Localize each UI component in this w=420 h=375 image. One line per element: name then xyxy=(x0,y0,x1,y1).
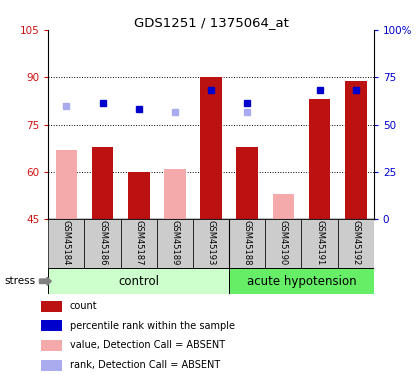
Bar xyxy=(41,320,62,331)
Bar xyxy=(229,268,374,294)
Bar xyxy=(193,219,229,268)
Bar xyxy=(236,147,258,219)
Bar xyxy=(338,219,374,268)
Bar xyxy=(41,340,62,351)
Bar xyxy=(41,301,62,312)
Bar xyxy=(128,172,150,219)
Text: stress: stress xyxy=(4,276,35,286)
Text: GSM45188: GSM45188 xyxy=(243,220,252,266)
Bar xyxy=(48,219,84,268)
Text: percentile rank within the sample: percentile rank within the sample xyxy=(69,321,234,331)
Text: acute hypotension: acute hypotension xyxy=(247,275,356,288)
Text: GSM45193: GSM45193 xyxy=(207,220,215,266)
Bar xyxy=(48,268,229,294)
Bar xyxy=(200,77,222,219)
Bar xyxy=(265,219,302,268)
Bar xyxy=(309,99,331,219)
Bar xyxy=(55,150,77,219)
Bar xyxy=(84,219,121,268)
Text: GSM45191: GSM45191 xyxy=(315,220,324,266)
Bar xyxy=(273,194,294,219)
Bar xyxy=(345,81,367,219)
Bar xyxy=(229,219,265,268)
Text: rank, Detection Call = ABSENT: rank, Detection Call = ABSENT xyxy=(69,360,220,370)
Bar xyxy=(121,219,157,268)
Text: GSM45186: GSM45186 xyxy=(98,220,107,266)
Bar xyxy=(164,169,186,219)
Text: GSM45190: GSM45190 xyxy=(279,220,288,266)
Text: control: control xyxy=(118,275,159,288)
Text: count: count xyxy=(69,301,97,311)
Bar xyxy=(157,219,193,268)
Text: GSM45184: GSM45184 xyxy=(62,220,71,266)
Text: GSM45192: GSM45192 xyxy=(351,220,360,266)
Text: value, Detection Call = ABSENT: value, Detection Call = ABSENT xyxy=(69,340,225,351)
Text: GSM45189: GSM45189 xyxy=(171,220,179,266)
Title: GDS1251 / 1375064_at: GDS1251 / 1375064_at xyxy=(134,16,289,29)
Bar xyxy=(92,147,113,219)
Text: GSM45187: GSM45187 xyxy=(134,220,143,266)
Bar xyxy=(302,219,338,268)
Bar xyxy=(41,360,62,370)
